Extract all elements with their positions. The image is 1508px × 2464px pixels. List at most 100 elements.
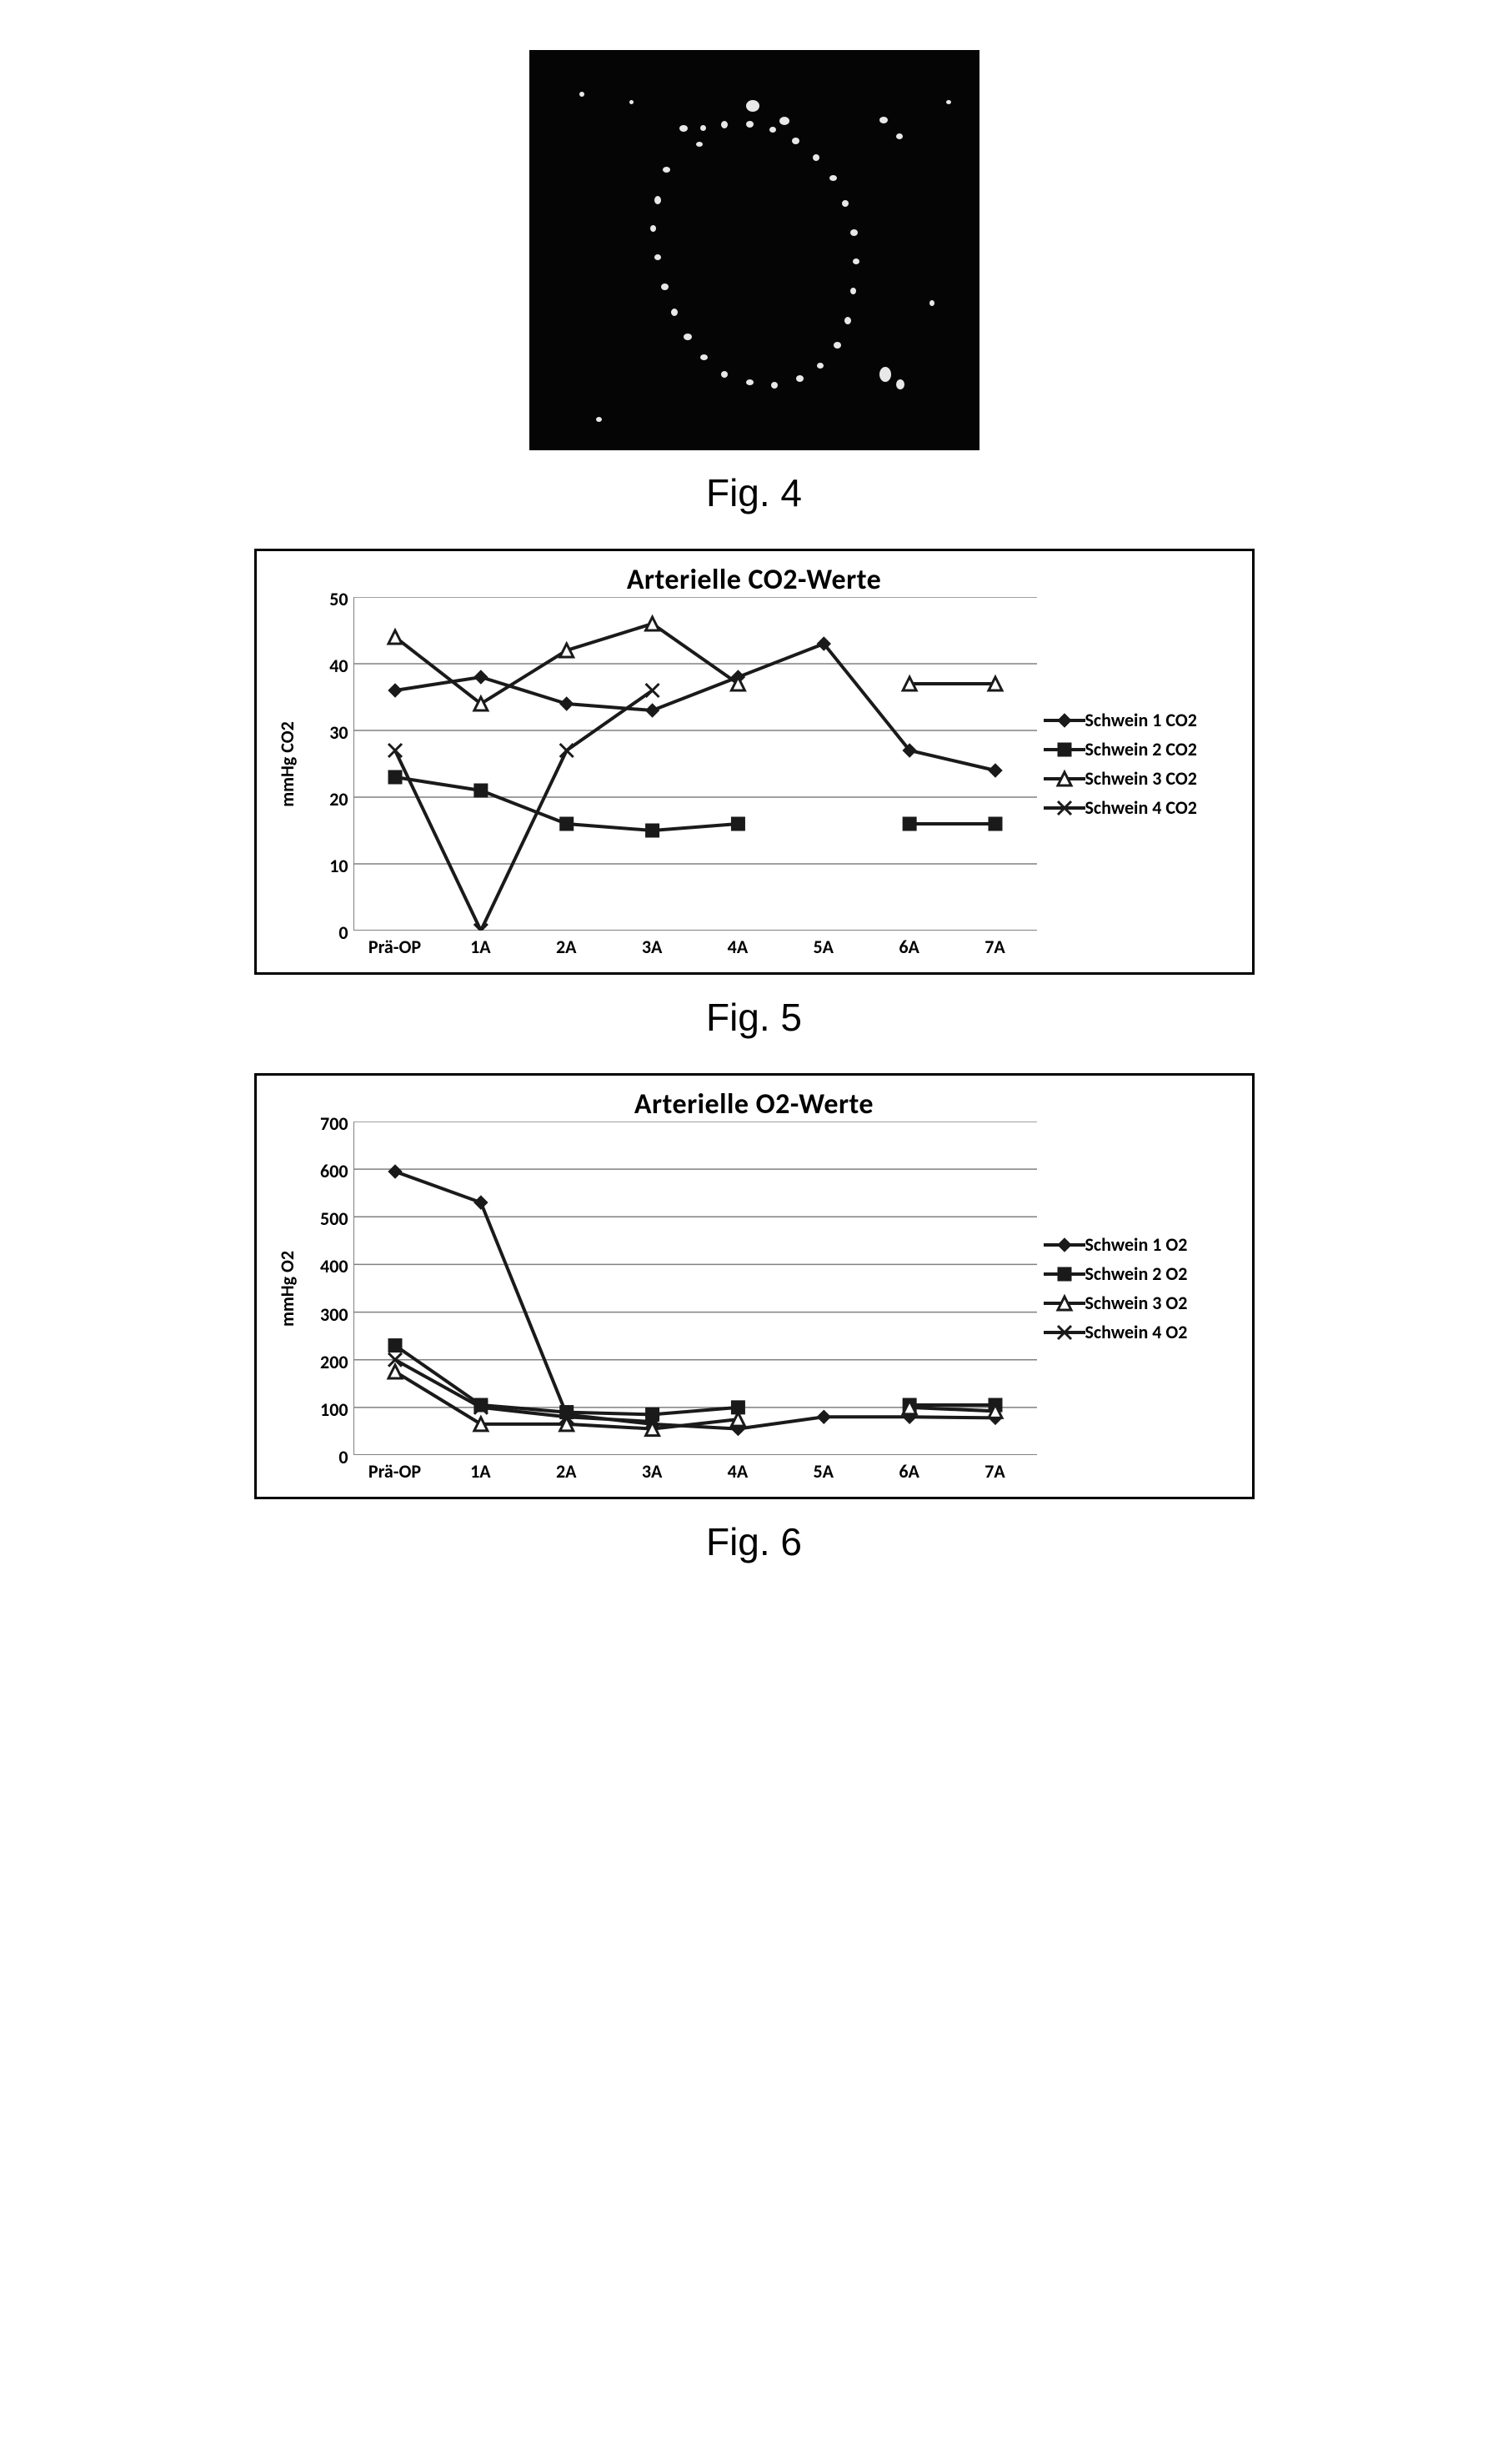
plot-col: Prä-OP1A2A3A4A5A6A7A bbox=[353, 1122, 1037, 1485]
xtick-label: 4A bbox=[704, 936, 771, 958]
speck bbox=[850, 288, 856, 294]
figure-4-micrograph bbox=[529, 50, 979, 450]
legend: Schwein 1 O2 Schwein 2 O2 Schwein 3 O2 Schw… bbox=[1037, 1122, 1237, 1455]
xtick-label: 6A bbox=[876, 1460, 943, 1483]
speck bbox=[796, 375, 804, 382]
xtick-label: 1A bbox=[447, 936, 514, 958]
legend-label: Schwein 2 CO2 bbox=[1085, 738, 1197, 760]
figure-4-block: Fig. 4 bbox=[529, 50, 979, 515]
chart-title: Arterielle O2-Werte bbox=[268, 1087, 1240, 1122]
page: Fig. 4 Arterielle CO2-Werte mmHg CO2 0 10 20… bbox=[0, 50, 1508, 1564]
legend-label: Schwein 1 CO2 bbox=[1085, 709, 1197, 731]
ytick-label: 0 bbox=[338, 1446, 348, 1468]
speck bbox=[579, 92, 584, 97]
ytick-col: 0100200300400500600700 bbox=[307, 1122, 353, 1455]
figure-5-block: Arterielle CO2-WertemmHg CO201020304050P… bbox=[254, 549, 1255, 1040]
xtick-label: 6A bbox=[876, 936, 943, 958]
legend-marker-icon bbox=[1044, 1235, 1085, 1255]
ytick-label: 30 bbox=[329, 721, 348, 744]
legend-item: Schwein 1 CO2 bbox=[1044, 709, 1237, 731]
legend-marker-icon bbox=[1044, 740, 1085, 760]
ytick-col: 01020304050 bbox=[307, 597, 353, 931]
speck bbox=[721, 371, 728, 378]
speck bbox=[829, 175, 837, 181]
chart-title: Arterielle CO2-Werte bbox=[268, 563, 1240, 597]
speck bbox=[679, 125, 688, 132]
ytick-label: 700 bbox=[320, 1112, 348, 1135]
figure-6-chart-frame: Arterielle O2-WertemmHg O201002003004005… bbox=[254, 1073, 1255, 1499]
speck bbox=[834, 342, 841, 349]
speck bbox=[721, 121, 728, 128]
ytick-label: 50 bbox=[329, 588, 348, 610]
legend-item: Schwein 3 CO2 bbox=[1044, 767, 1237, 790]
plot-area bbox=[353, 1122, 1037, 1455]
xtick-label: 3A bbox=[619, 1460, 685, 1483]
legend-marker-icon bbox=[1044, 710, 1085, 730]
legend-label: Schwein 1 O2 bbox=[1085, 1233, 1188, 1256]
plot-area bbox=[353, 597, 1037, 931]
speck bbox=[879, 117, 888, 123]
plot-svg bbox=[353, 1122, 1037, 1455]
speck bbox=[779, 117, 789, 125]
speck bbox=[769, 127, 776, 133]
figure-4-caption: Fig. 4 bbox=[706, 470, 802, 515]
legend-item: Schwein 4 CO2 bbox=[1044, 796, 1237, 819]
speck bbox=[792, 138, 799, 144]
y-axis-label: mmHg CO2 bbox=[276, 721, 298, 807]
ylabel-col: mmHg CO2 bbox=[268, 597, 307, 931]
legend-marker-icon bbox=[1044, 1322, 1085, 1342]
legend-label: Schwein 3 CO2 bbox=[1085, 767, 1197, 790]
legend-marker-icon bbox=[1044, 1293, 1085, 1313]
xtick-label: 2A bbox=[533, 936, 599, 958]
chart-body: mmHg O20100200300400500600700Prä-OP1A2A3… bbox=[268, 1122, 1240, 1485]
plot-col: Prä-OP1A2A3A4A5A6A7A bbox=[353, 597, 1037, 961]
speck bbox=[663, 167, 670, 173]
xtick-row: Prä-OP1A2A3A4A5A6A7A bbox=[353, 1455, 1037, 1485]
speck bbox=[684, 334, 692, 340]
legend-item: Schwein 2 CO2 bbox=[1044, 738, 1237, 760]
xtick-label: 5A bbox=[790, 936, 857, 958]
plot-svg bbox=[353, 597, 1037, 931]
speck bbox=[853, 258, 859, 264]
speck bbox=[654, 254, 661, 260]
ytick-label: 40 bbox=[329, 655, 348, 677]
ytick-label: 0 bbox=[338, 921, 348, 944]
speck bbox=[813, 154, 819, 161]
speck bbox=[654, 196, 661, 204]
speck bbox=[929, 300, 934, 306]
ytick-label: 100 bbox=[320, 1398, 348, 1421]
speck bbox=[746, 121, 754, 128]
legend-label: Schwein 4 O2 bbox=[1085, 1321, 1188, 1343]
speck bbox=[879, 367, 891, 382]
chart-body: mmHg CO201020304050Prä-OP1A2A3A4A5A6A7AS… bbox=[268, 597, 1240, 961]
xtick-label: 3A bbox=[619, 936, 685, 958]
speck bbox=[946, 100, 951, 104]
legend-label: Schwein 3 O2 bbox=[1085, 1292, 1188, 1314]
ytick-label: 500 bbox=[320, 1207, 348, 1230]
legend-item: Schwein 4 O2 bbox=[1044, 1321, 1237, 1343]
legend-label: Schwein 2 O2 bbox=[1085, 1262, 1188, 1285]
speck bbox=[661, 284, 669, 290]
speck bbox=[596, 417, 602, 422]
legend-marker-icon bbox=[1044, 798, 1085, 818]
speck bbox=[842, 200, 849, 207]
speck bbox=[650, 225, 656, 232]
xtick-row: Prä-OP1A2A3A4A5A6A7A bbox=[353, 931, 1037, 961]
figure-5-caption: Fig. 5 bbox=[706, 995, 802, 1040]
speck bbox=[700, 354, 708, 360]
legend-item: Schwein 1 O2 bbox=[1044, 1233, 1237, 1256]
legend-item: Schwein 3 O2 bbox=[1044, 1292, 1237, 1314]
legend-marker-icon bbox=[1044, 1264, 1085, 1284]
figure-5-chart-frame: Arterielle CO2-WertemmHg CO201020304050P… bbox=[254, 549, 1255, 975]
ytick-label: 10 bbox=[329, 855, 348, 877]
legend-item: Schwein 2 O2 bbox=[1044, 1262, 1237, 1285]
speck bbox=[746, 379, 754, 385]
ytick-label: 400 bbox=[320, 1255, 348, 1277]
ytick-label: 600 bbox=[320, 1160, 348, 1182]
ytick-label: 300 bbox=[320, 1303, 348, 1326]
speck bbox=[896, 379, 904, 389]
ytick-label: 20 bbox=[329, 788, 348, 810]
legend-marker-icon bbox=[1044, 769, 1085, 789]
speck bbox=[896, 133, 903, 139]
y-axis-label: mmHg O2 bbox=[276, 1250, 298, 1326]
